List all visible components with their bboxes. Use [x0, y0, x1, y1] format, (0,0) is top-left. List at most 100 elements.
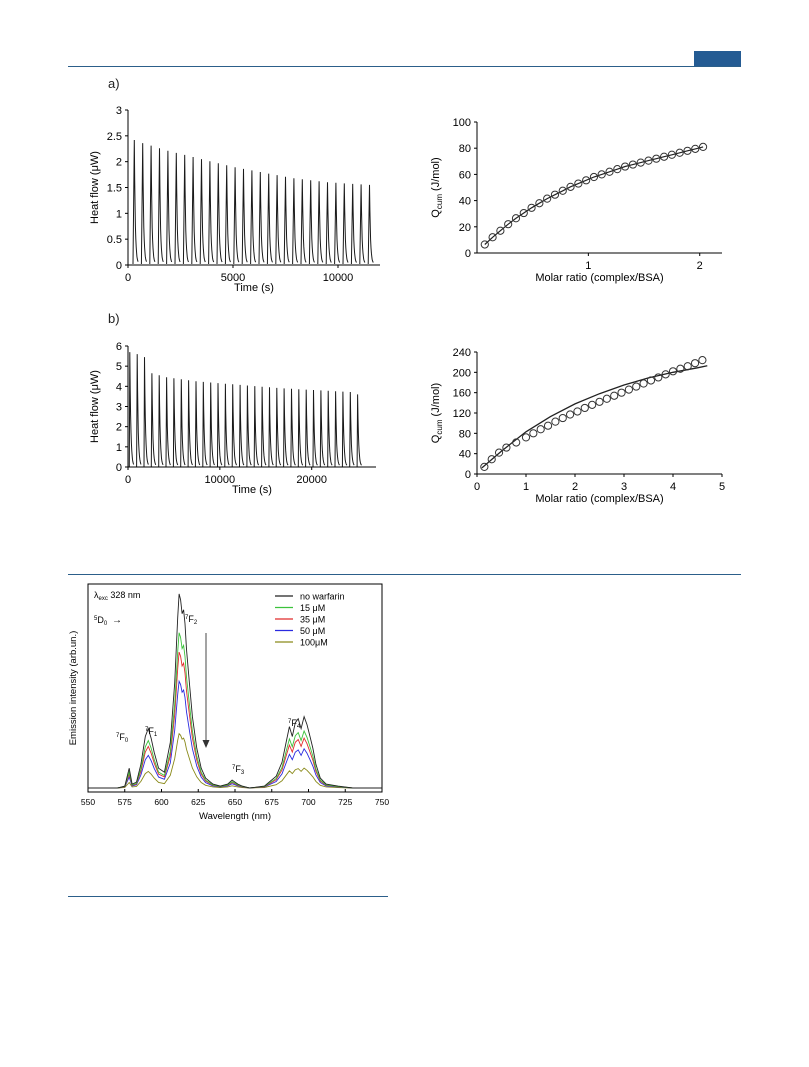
- emission-transition-label: 7F2: [185, 614, 198, 626]
- emission-transition-label: 7F3: [232, 764, 245, 776]
- b-qcum-y-tick-label: 200: [453, 367, 471, 379]
- b-qcum-point: [639, 379, 648, 388]
- emission-y-axis-label: Emission intensity (arb.un.): [68, 631, 79, 746]
- emission-arrow-icon: →: [112, 615, 122, 626]
- b-heatflow-peak: [305, 389, 311, 467]
- b-qcum-y-tick-label: 240: [453, 347, 471, 359]
- emission-series-line: [88, 679, 382, 789]
- a-heatflow-peak: [182, 154, 189, 265]
- emission-legend-label: 100μM: [300, 638, 328, 648]
- b-heatflow-peak: [297, 389, 304, 467]
- b-heatflow-peak: [202, 381, 208, 467]
- a-qcum-point: [566, 182, 575, 191]
- emission-excitation-label: λexc 328 nm: [94, 590, 140, 602]
- a-qcum-point: [496, 226, 505, 235]
- b-qcum-point: [487, 455, 496, 464]
- b-heatflow-peak: [275, 387, 282, 467]
- a-heatflow-peak: [157, 148, 164, 265]
- b-heatflow-peak: [349, 391, 355, 467]
- b-heatflow-x-tick-label: 20000: [296, 474, 327, 486]
- emission-x-tick-label: 550: [81, 797, 95, 807]
- b-heatflow-peak: [217, 383, 223, 467]
- a-qcum-point: [543, 194, 552, 203]
- emission-x-tick-label: 600: [154, 797, 168, 807]
- b-heatflow-y-tick-label: 6: [116, 341, 122, 353]
- a-heatflow-peak: [292, 178, 299, 265]
- a-heatflow-peak: [224, 165, 231, 265]
- a-heatflow-y-tick-label: 3: [116, 105, 122, 117]
- b-heatflow-y-tick-label: 2: [116, 422, 122, 434]
- emission-transition-label: 7F1: [145, 726, 158, 738]
- a-heatflow-y-tick-label: 2.5: [107, 131, 122, 143]
- a-heatflow-peak: [258, 171, 265, 265]
- b-heatflow-peak: [239, 384, 245, 467]
- b-heatflow-y-axis-label: Heat flow (μW): [89, 370, 101, 443]
- a-heatflow-y-tick-label: 1.5: [107, 183, 122, 195]
- b-qcum-point: [683, 362, 692, 371]
- b-heatflow-x-axis-label: Time (s): [232, 484, 272, 496]
- a-qcum-y-tick-label: 80: [459, 143, 471, 155]
- b-qcum-point: [521, 433, 531, 442]
- a-heatflow-peak: [166, 150, 173, 265]
- a-qcum-point: [550, 190, 560, 199]
- b-heatflow-peak: [165, 377, 171, 467]
- b-qcum-point: [690, 359, 700, 368]
- b-heatflow-peak: [224, 383, 230, 467]
- a-qcum-point: [659, 152, 669, 161]
- b-qcum-x-tick-label: 1: [523, 481, 529, 493]
- a-qcum-point: [683, 146, 692, 155]
- b-heatflow-y-tick-label: 1: [116, 442, 122, 454]
- b-heatflow-peak: [128, 352, 135, 467]
- a-qcum-point: [652, 154, 661, 163]
- b-heatflow-y-tick-label: 5: [116, 361, 122, 373]
- b-heatflow-peak: [231, 384, 238, 467]
- a-qcum-y-tick-label: 60: [459, 169, 471, 181]
- a-qcum-point: [582, 176, 591, 185]
- emission-legend-label: 50 μM: [300, 626, 325, 636]
- b-qcum-point: [602, 394, 611, 403]
- a-qcum-point: [621, 162, 630, 171]
- b-qcum-point: [654, 373, 663, 382]
- a-heatflow-x-tick-label: 0: [125, 272, 131, 284]
- b-heatflow-peak: [319, 390, 326, 467]
- b-heatflow-peak: [209, 382, 215, 467]
- a-heatflow-peak: [208, 161, 215, 265]
- header-accent-tab: [694, 51, 741, 66]
- emission-series-line: [88, 651, 382, 789]
- b-heatflow-peak: [268, 387, 274, 467]
- a-heatflow-peak: [266, 173, 273, 265]
- emission-legend-label: no warfarin: [300, 592, 345, 602]
- a-heatflow-peak: [325, 182, 332, 265]
- emission-x-tick-label: 575: [118, 797, 132, 807]
- emission-legend-label: 35 μM: [300, 615, 325, 625]
- b-qcum-point: [536, 425, 545, 434]
- a-heatflow-peak: [367, 184, 374, 265]
- b-heatflow-y-tick-label: 0: [116, 462, 122, 474]
- a-heatflow-peak: [334, 182, 341, 265]
- b-heatflow-peak: [261, 386, 267, 467]
- a-qcum-point: [636, 158, 645, 167]
- a-qcum-point: [675, 148, 684, 157]
- emission-x-tick-label: 625: [191, 797, 205, 807]
- a-heatflow-peak: [132, 139, 139, 265]
- a-qcum-point: [644, 156, 653, 165]
- b-qcum-point: [676, 364, 685, 373]
- b-qcum-y-axis-label: Qcum (J/mol): [430, 383, 444, 443]
- b-qcum-x-tick-label: 5: [719, 481, 725, 493]
- section-rule: [68, 574, 741, 575]
- a-qcum-point: [667, 150, 676, 159]
- b-heatflow-peak: [180, 379, 186, 467]
- a-qcum-x-tick-label: 2: [697, 260, 703, 272]
- b-qcum-point: [610, 391, 619, 400]
- emission-transition-label: 7F4: [288, 718, 301, 730]
- b-qcum-y-tick-label: 160: [453, 388, 471, 400]
- b-qcum-point: [480, 462, 489, 471]
- b-qcum-point: [543, 421, 553, 430]
- a-qcum-y-tick-label: 40: [459, 196, 471, 208]
- a-heatflow-peak: [300, 179, 307, 265]
- b-heatflow-peak: [158, 375, 164, 467]
- a-qcum-point: [480, 240, 489, 249]
- b-heatflow-peak: [194, 381, 201, 467]
- a-qcum-point: [597, 170, 606, 179]
